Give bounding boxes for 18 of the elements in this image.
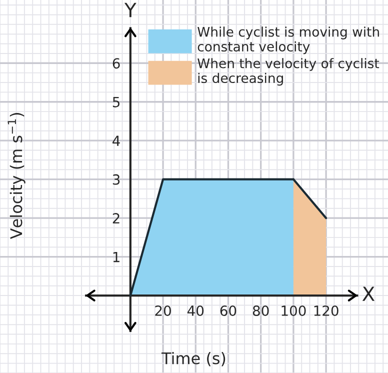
y-axis-title: Velocity (m s$^{−1}$)	[8, 113, 26, 239]
y-tick-label: 1	[113, 252, 120, 262]
x-tick-label: 100	[282, 306, 306, 316]
x-tick-label: 60	[220, 306, 236, 316]
x-axis-title: Time (s)	[161, 352, 226, 366]
y-tick-label: 2	[112, 213, 120, 224]
annotation: Y	[124, 2, 136, 18]
y-tick-label: 6	[112, 58, 120, 69]
y-tick-label: 5	[112, 97, 120, 108]
legend-label: When the velocity of cyclist is decreasing	[198, 58, 380, 86]
y-tick-label: 3	[112, 174, 120, 185]
x-tick-label: 120	[314, 306, 338, 316]
x-tick-label: 20	[155, 306, 171, 316]
legend-label: While cyclist is moving with constant velocity	[198, 26, 379, 54]
x-tick-label: 40	[187, 306, 204, 316]
annotation: X	[362, 286, 375, 301]
x-tick-label: 80	[252, 306, 269, 316]
y-tick-label: 4	[112, 136, 120, 146]
